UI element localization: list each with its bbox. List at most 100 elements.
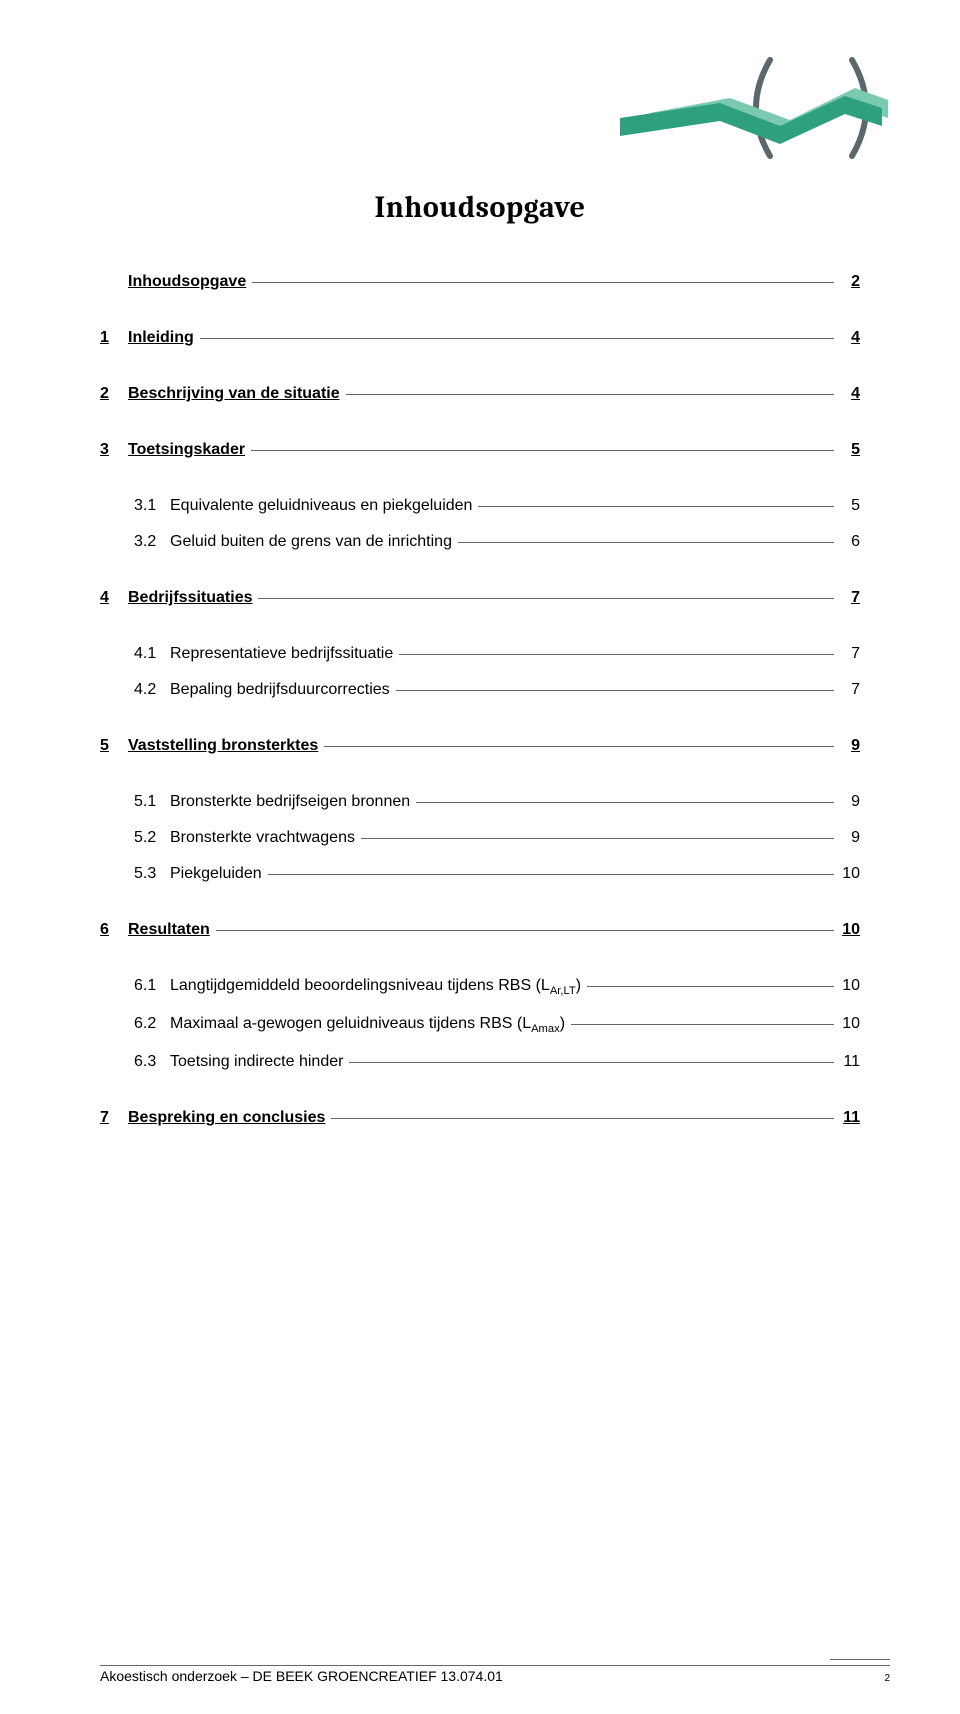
toc-entry-top[interactable]: 1Inleiding 4 (100, 329, 860, 347)
toc-entry-label: Geluid buiten de grens van de inrichting (170, 533, 452, 551)
toc-entry-page: 10 (840, 977, 860, 995)
toc-entry-sub[interactable]: 5.3Piekgeluiden 10 (100, 865, 860, 883)
toc-leader-line (478, 506, 834, 507)
footer-page-number: 2 (884, 1673, 890, 1684)
toc-entry-page: 5 (840, 441, 860, 459)
toc-leader-line (416, 802, 834, 803)
toc-leader-line (349, 1062, 834, 1063)
toc-entry-sub[interactable]: 4.2Bepaling bedrijfsduurcorrecties 7 (100, 681, 860, 699)
toc-entry-sub[interactable]: 5.2Bronsterkte vrachtwagens 9 (100, 829, 860, 847)
table-of-contents: Inhoudsopgave21Inleiding42Beschrijving v… (100, 273, 860, 1127)
toc-entry-top[interactable]: 7Bespreking en conclusies 11 (100, 1109, 860, 1127)
toc-entry-number: 7 (100, 1109, 128, 1127)
toc-entry-page: 10 (840, 1015, 860, 1033)
toc-entry-number: 4.2 (134, 681, 170, 699)
toc-entry-page: 2 (840, 273, 860, 291)
toc-entry-page: 10 (840, 865, 860, 883)
toc-entry-label: Beschrijving van de situatie (128, 385, 340, 403)
toc-entry-label: Equivalente geluidniveaus en piekgeluide… (170, 497, 472, 515)
toc-entry-top[interactable]: Inhoudsopgave 2 (100, 273, 860, 291)
wave-paren-logo-icon (620, 48, 890, 168)
toc-entry-label: Bronsterkte vrachtwagens (170, 829, 355, 847)
toc-entry-sub[interactable]: 3.2Geluid buiten de grens van de inricht… (100, 533, 860, 551)
toc-entry-sub[interactable]: 3.1Equivalente geluidniveaus en piekgelu… (100, 497, 860, 515)
toc-entry-number: 1 (100, 329, 128, 347)
footer-row: Akoestisch onderzoek – DE BEEK GROENCREA… (100, 1668, 890, 1684)
toc-entry-sub[interactable]: 6.2Maximaal a-gewogen geluidniveaus tijd… (100, 1015, 860, 1035)
toc-entry-number: 6 (100, 921, 128, 939)
doc-title: Inhoudsopgave (100, 190, 860, 225)
toc-entry-label: Piekgeluiden (170, 865, 262, 883)
toc-entry-number: 6.2 (134, 1015, 170, 1033)
toc-entry-label: Resultaten (128, 921, 210, 939)
toc-entry-page: 7 (840, 589, 860, 607)
toc-entry-label: Representatieve bedrijfssituatie (170, 645, 393, 663)
toc-entry-page: 4 (840, 385, 860, 403)
toc-entry-number: 3.2 (134, 533, 170, 551)
page: Inhoudsopgave Inhoudsopgave21Inleiding42… (0, 0, 960, 1714)
toc-entry-number: 2 (100, 385, 128, 403)
footer-left-text: Akoestisch onderzoek – DE BEEK GROENCREA… (100, 1668, 503, 1684)
content-area: Inhoudsopgave Inhoudsopgave21Inleiding42… (100, 190, 860, 1127)
toc-entry-number: 3.1 (134, 497, 170, 515)
toc-entry-page: 10 (840, 921, 860, 939)
toc-entry-top[interactable]: 6Resultaten 10 (100, 921, 860, 939)
toc-entry-sub[interactable]: 4.1Representatieve bedrijfssituatie 7 (100, 645, 860, 663)
toc-entry-label: Inleiding (128, 329, 194, 347)
toc-entry-sub[interactable]: 5.1Bronsterkte bedrijfseigen bronnen 9 (100, 793, 860, 811)
toc-leader-line (571, 1024, 834, 1025)
toc-entry-number: 6.1 (134, 977, 170, 995)
toc-entry-page: 9 (840, 737, 860, 755)
toc-entry-number: 5.1 (134, 793, 170, 811)
toc-entry-number: 4.1 (134, 645, 170, 663)
toc-entry-page: 7 (840, 645, 860, 663)
toc-leader-line (258, 598, 834, 599)
page-footer: Akoestisch onderzoek – DE BEEK GROENCREA… (100, 1659, 890, 1684)
toc-leader-line (346, 394, 834, 395)
header-logo (620, 48, 890, 168)
toc-entry-number: 5.3 (134, 865, 170, 883)
toc-entry-top[interactable]: 5Vaststelling bronsterktes 9 (100, 737, 860, 755)
toc-entry-top[interactable]: 2Beschrijving van de situatie 4 (100, 385, 860, 403)
toc-entry-page: 6 (840, 533, 860, 551)
toc-entry-number: 6.3 (134, 1053, 170, 1071)
toc-leader-line (251, 450, 834, 451)
toc-entry-top[interactable]: 4Bedrijfssituaties 7 (100, 589, 860, 607)
toc-entry-page: 9 (840, 829, 860, 847)
toc-entry-label: Bespreking en conclusies (128, 1109, 325, 1127)
toc-entry-label: Bronsterkte bedrijfseigen bronnen (170, 793, 410, 811)
toc-entry-label: Langtijdgemiddeld beoordelingsniveau tij… (170, 977, 581, 997)
toc-entry-label: Toetsingskader (128, 441, 245, 459)
footer-pagenum-rule (830, 1659, 890, 1660)
toc-entry-page: 9 (840, 793, 860, 811)
toc-leader-line (458, 542, 834, 543)
toc-leader-line (587, 986, 834, 987)
toc-entry-label: Maximaal a-gewogen geluidniveaus tijdens… (170, 1015, 565, 1035)
toc-leader-line (324, 746, 834, 747)
toc-entry-sub[interactable]: 6.1Langtijdgemiddeld beoordelingsniveau … (100, 977, 860, 997)
toc-entry-number: 3 (100, 441, 128, 459)
toc-entry-page: 11 (840, 1109, 860, 1127)
toc-entry-label: Toetsing indirecte hinder (170, 1053, 343, 1071)
toc-leader-line (216, 930, 834, 931)
footer-rule (100, 1662, 890, 1666)
toc-entry-label: Inhoudsopgave (128, 273, 246, 291)
toc-entry-page: 4 (840, 329, 860, 347)
toc-entry-number: 5 (100, 737, 128, 755)
toc-leader-line (252, 282, 834, 283)
toc-leader-line (331, 1118, 834, 1119)
toc-leader-line (268, 874, 834, 875)
toc-entry-page: 11 (840, 1053, 860, 1071)
toc-entry-label: Vaststelling bronsterktes (128, 737, 318, 755)
toc-entry-label: Bedrijfssituaties (128, 589, 252, 607)
toc-entry-number: 4 (100, 589, 128, 607)
toc-entry-number: 5.2 (134, 829, 170, 847)
toc-entry-label: Bepaling bedrijfsduurcorrecties (170, 681, 390, 699)
toc-entry-sub[interactable]: 6.3Toetsing indirecte hinder 11 (100, 1053, 860, 1071)
toc-entry-top[interactable]: 3Toetsingskader 5 (100, 441, 860, 459)
toc-leader-line (361, 838, 834, 839)
toc-entry-page: 7 (840, 681, 860, 699)
toc-leader-line (200, 338, 834, 339)
toc-leader-line (396, 690, 834, 691)
toc-entry-page: 5 (840, 497, 860, 515)
